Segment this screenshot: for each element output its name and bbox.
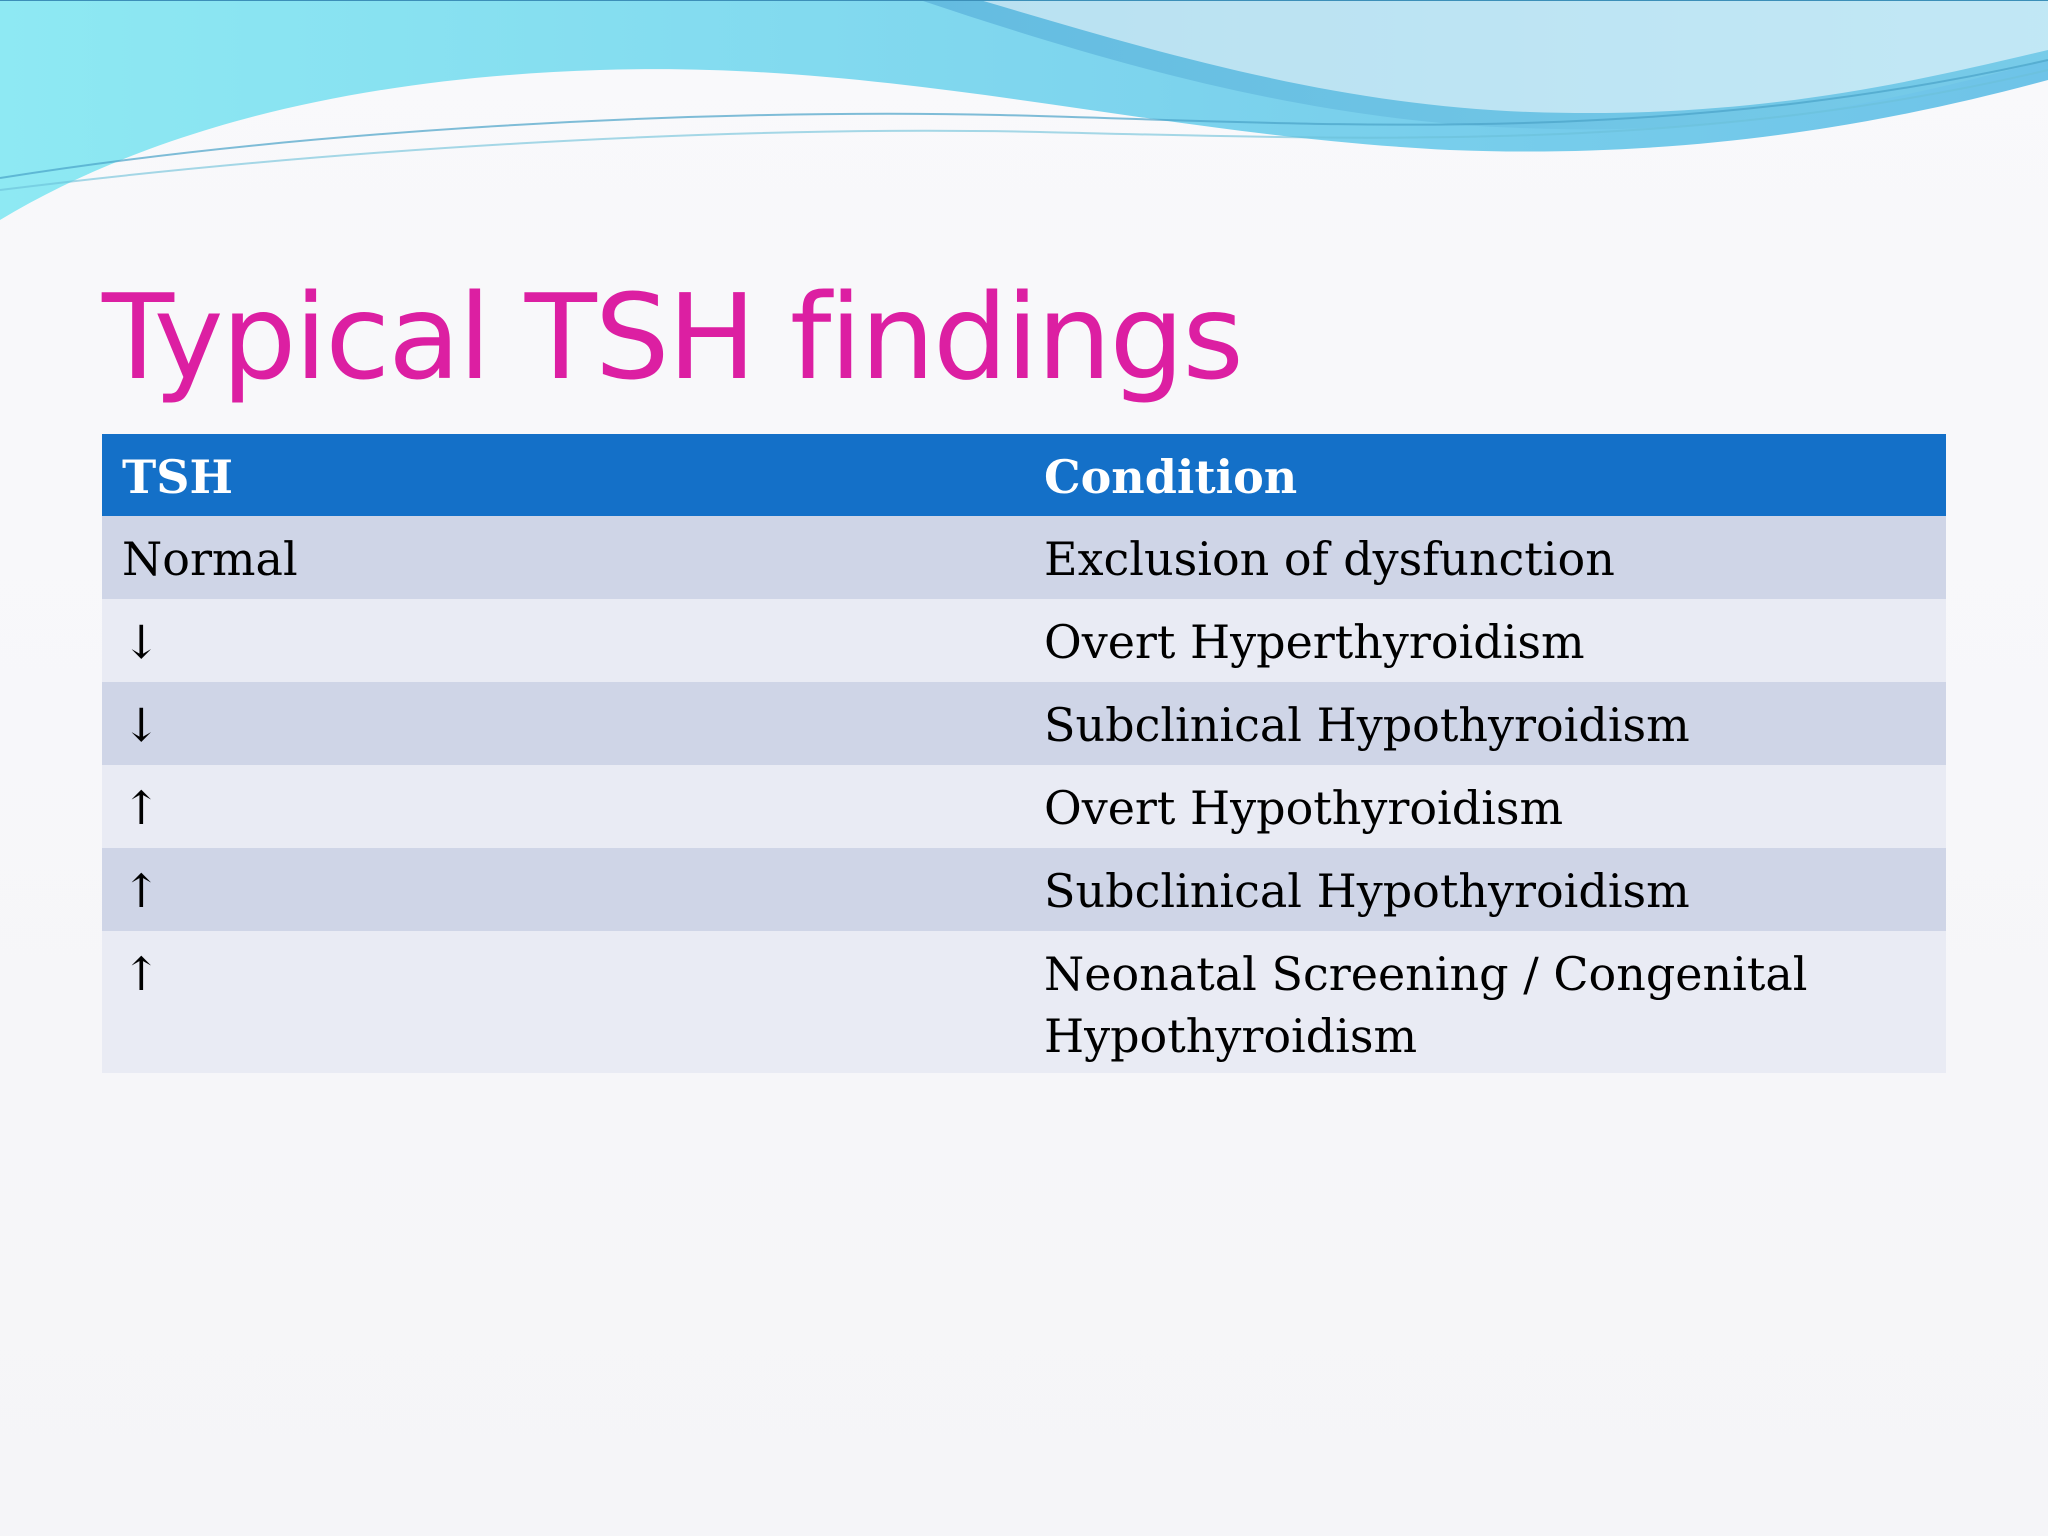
table-header-row: TSH Condition bbox=[102, 434, 1946, 516]
tsh-cell: ↓ bbox=[102, 682, 1024, 765]
decorative-wave-banner bbox=[0, 0, 2048, 220]
column-header-tsh: TSH bbox=[102, 434, 1024, 516]
tsh-findings-table: TSH Condition Normal Exclusion of dysfun… bbox=[102, 434, 1946, 1073]
column-header-condition: Condition bbox=[1024, 434, 1946, 516]
tsh-cell: ↓ bbox=[102, 599, 1024, 682]
condition-cell: Overt Hyperthyroidism bbox=[1024, 599, 1946, 682]
tsh-cell: ↑ bbox=[102, 765, 1024, 848]
condition-cell: Subclinical Hypothyroidism bbox=[1024, 682, 1946, 765]
condition-cell: Subclinical Hypothyroidism bbox=[1024, 848, 1946, 931]
table-row: ↓ Overt Hyperthyroidism bbox=[102, 599, 1946, 682]
table-row: ↑ Subclinical Hypothyroidism bbox=[102, 848, 1946, 931]
table-row: ↑ Overt Hypothyroidism bbox=[102, 765, 1946, 848]
condition-cell: Overt Hypothyroidism bbox=[1024, 765, 1946, 848]
table-row: ↑ Neonatal Screening / Congenital Hypoth… bbox=[102, 931, 1946, 1073]
tsh-cell: Normal bbox=[102, 516, 1024, 599]
slide-title: Typical TSH findings bbox=[102, 268, 1244, 406]
condition-cell: Neonatal Screening / Congenital Hypothyr… bbox=[1024, 931, 1946, 1073]
table-row: ↓ Subclinical Hypothyroidism bbox=[102, 682, 1946, 765]
tsh-cell: ↑ bbox=[102, 848, 1024, 931]
tsh-cell: ↑ bbox=[102, 931, 1024, 1073]
table-row: Normal Exclusion of dysfunction bbox=[102, 516, 1946, 599]
condition-cell: Exclusion of dysfunction bbox=[1024, 516, 1946, 599]
